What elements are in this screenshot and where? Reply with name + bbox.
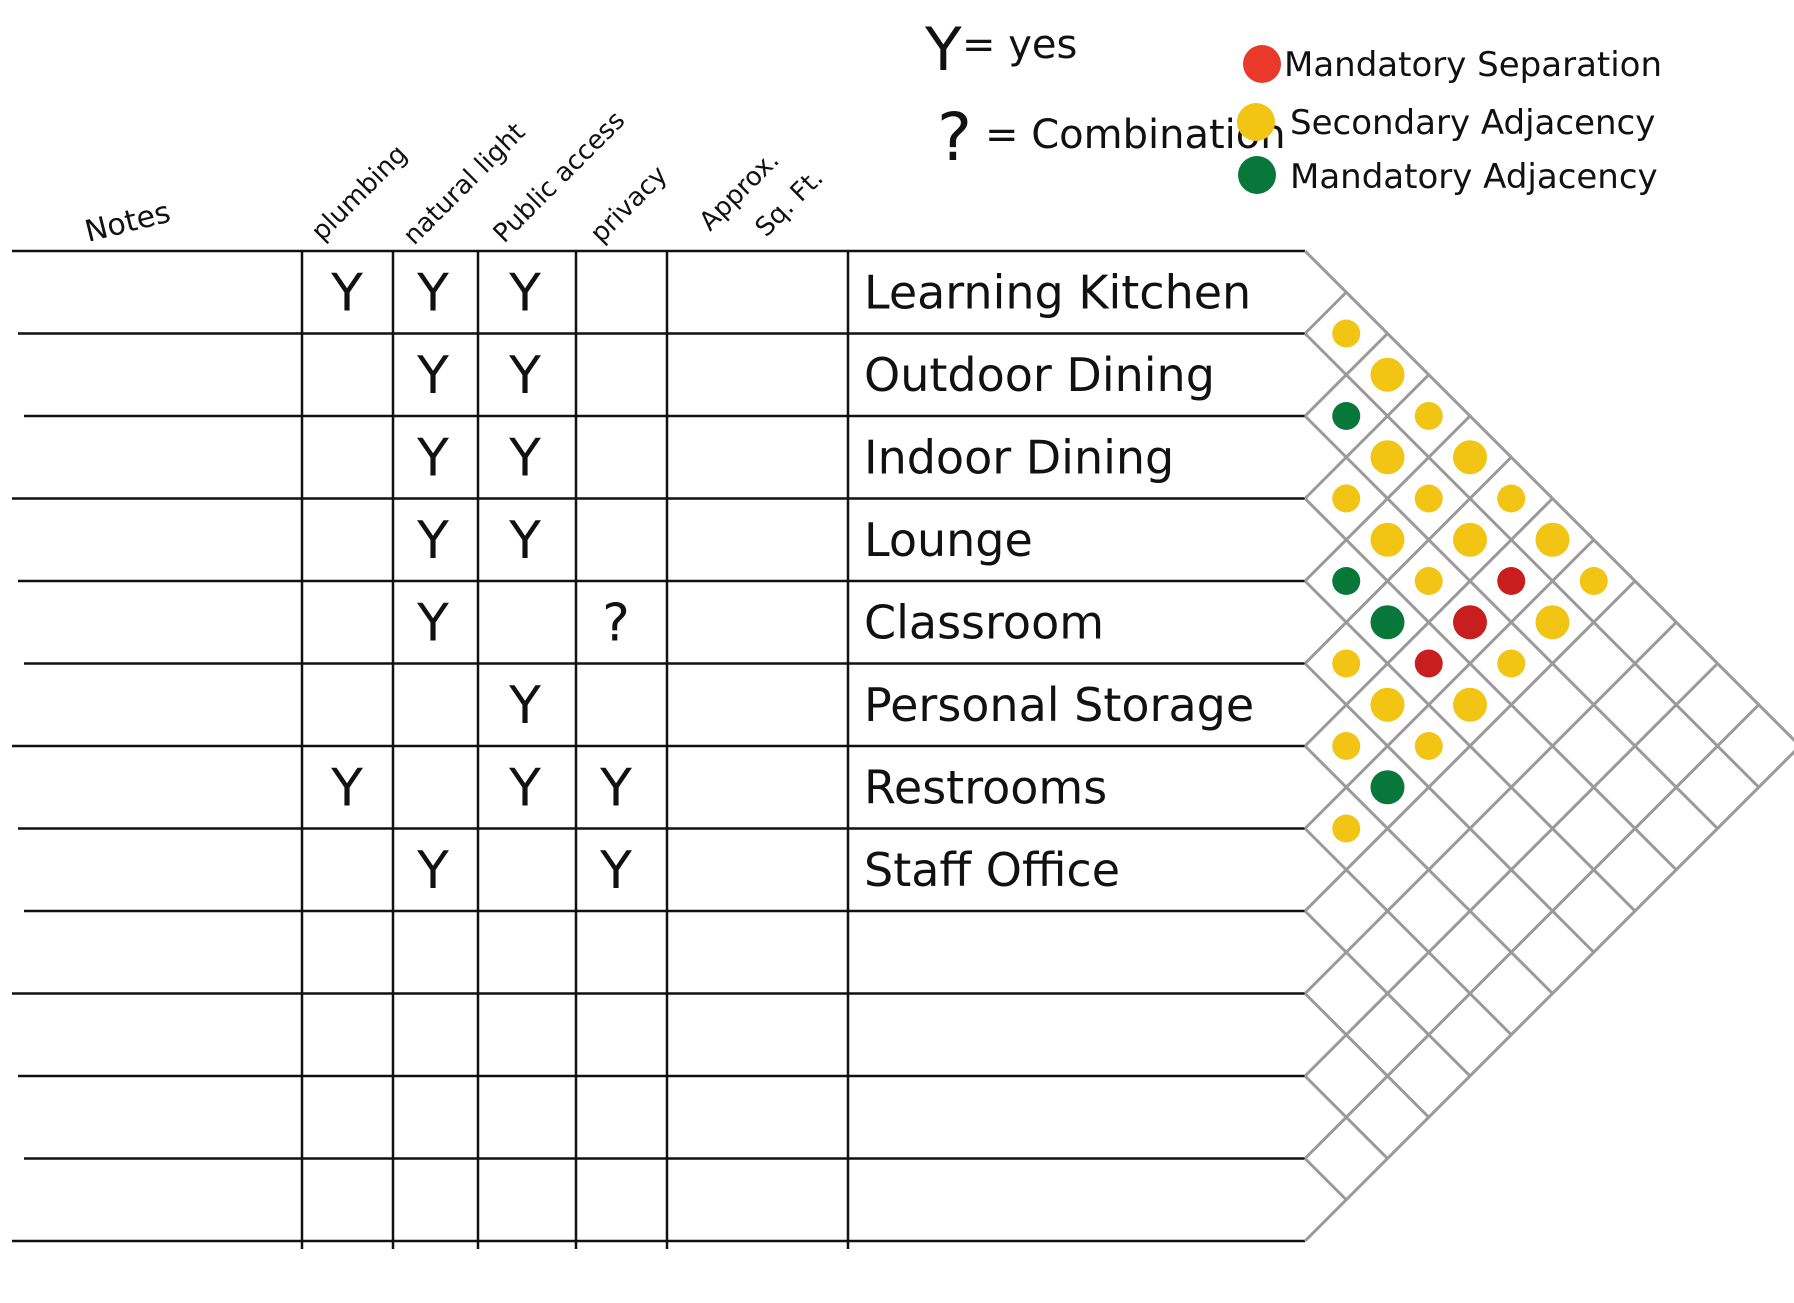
adjacency-dot-secondary [1453, 522, 1487, 557]
cell-mark-privacy: ? [602, 593, 630, 653]
grid-line [1303, 662, 1595, 954]
adjacency-dot-secondary [1332, 732, 1361, 760]
grid-line [1303, 497, 1554, 748]
room-name: Indoor Dining [864, 430, 1174, 484]
adjacency-dot-secondary [1579, 567, 1608, 595]
adjacency-dot-separation [1414, 649, 1443, 678]
grid-line [1303, 456, 1513, 665]
room-name: Staff Office [864, 843, 1120, 897]
cell-mark-natural-light: Y [416, 511, 449, 571]
cell-mark-natural-light: Y [416, 428, 449, 488]
adjacency-dot-secondary [1414, 567, 1443, 595]
column-header-privacy: privacy [585, 160, 674, 249]
legend-label-separation: Mandatory Separation [1284, 45, 1662, 85]
room-name: Restrooms [864, 760, 1107, 814]
room-name: Lounge [864, 513, 1033, 567]
adjacency-dot-secondary [1453, 440, 1487, 475]
key-combination-symbol: ? [937, 99, 972, 176]
room-name: Learning Kitchen [864, 265, 1251, 319]
grid-line [1303, 414, 1472, 583]
grid-line [1303, 538, 1595, 830]
adjacency-dot-secondary [1370, 687, 1405, 722]
adjacency-dot-mandatory [1370, 770, 1405, 805]
room-name: Outdoor Dining [864, 348, 1215, 402]
adjacency-dot-secondary [1414, 484, 1443, 513]
adjacency-dot-secondary [1332, 319, 1361, 348]
adjacency-dot-secondary [1497, 649, 1526, 678]
adjacency-dot-secondary [1332, 484, 1361, 513]
adjacency-dots [1332, 319, 1608, 843]
grid-line [1303, 621, 1678, 995]
adjacency-dot-mandatory [1370, 605, 1405, 640]
cell-mark-public-access: Y [508, 758, 541, 818]
adjacency-dot-secondary [1332, 814, 1361, 843]
adjacency-dot-secondary [1414, 732, 1443, 760]
cell-mark-natural-light: Y [416, 593, 449, 653]
cell-mark-plumbing: Y [330, 758, 363, 818]
adjacency-dot-mandatory [1332, 402, 1361, 430]
adjacency-dot-secondary [1497, 484, 1526, 513]
adjacency-dot-secondary [1535, 522, 1570, 557]
grid-line [1303, 332, 1389, 418]
grid-line [1303, 291, 1348, 335]
key-yes-text: = yes [962, 22, 1077, 68]
legend-dot-secondary [1237, 103, 1275, 141]
grid-line [1303, 579, 1637, 913]
column-header-notes: Notes [81, 195, 174, 250]
grid-line [1303, 827, 1513, 1036]
adjacency-dot-secondary [1535, 605, 1570, 640]
symbol-key: Y = yes ? = Combination [924, 15, 1286, 176]
cell-mark-natural-light: Y [416, 841, 449, 901]
adjacency-dot-secondary [1370, 440, 1405, 475]
adjacency-dot-separation [1453, 605, 1487, 640]
grid-line [1303, 992, 1430, 1119]
legend-label-mandatory: Mandatory Adjacency [1290, 157, 1658, 197]
cell-mark-plumbing: Y [330, 263, 363, 323]
cell-mark-public-access: Y [508, 263, 541, 323]
cell-mark-public-access: Y [508, 676, 541, 736]
adjacency-dot-secondary [1370, 522, 1405, 557]
grid-line [1303, 703, 1760, 1160]
cell-mark-natural-light: Y [416, 346, 449, 406]
legend-dot-separation [1243, 45, 1281, 83]
grid-line [1303, 332, 1760, 789]
column-header-plumbing: plumbing [306, 139, 414, 247]
color-legend: Mandatory Separation Secondary Adjacency… [1237, 45, 1662, 197]
grid-line [1303, 749, 1794, 1243]
cell-mark-public-access: Y [508, 346, 541, 406]
room-name: Personal Storage [864, 678, 1254, 732]
key-combination-text: = Combination [985, 112, 1286, 158]
cell-mark-public-access: Y [508, 511, 541, 571]
grid-line [1303, 373, 1430, 500]
adjacency-dot-secondary [1370, 357, 1405, 392]
cell-mark-public-access: Y [508, 428, 541, 488]
grid-line [1303, 662, 1719, 1078]
cell-mark-natural-light: Y [416, 263, 449, 323]
legend-dot-mandatory [1238, 156, 1276, 194]
adjacency-diamond-grid [1303, 249, 1794, 1243]
adjacency-dot-separation [1497, 567, 1526, 595]
adjacency-dot-secondary [1453, 687, 1487, 722]
column-headers: Notes plumbing natural light Public acce… [81, 106, 829, 251]
adjacency-dot-mandatory [1332, 567, 1361, 595]
cell-mark-privacy: Y [599, 758, 632, 818]
adjacency-dot-secondary [1332, 649, 1361, 678]
cell-mark-privacy: Y [599, 841, 632, 901]
legend-label-secondary: Secondary Adjacency [1290, 103, 1655, 143]
grid-line [1303, 497, 1678, 871]
adjacency-dot-secondary [1414, 402, 1443, 430]
room-name: Classroom [864, 595, 1104, 649]
key-yes-symbol: Y [924, 15, 962, 85]
grid-line [1303, 1157, 1348, 1201]
